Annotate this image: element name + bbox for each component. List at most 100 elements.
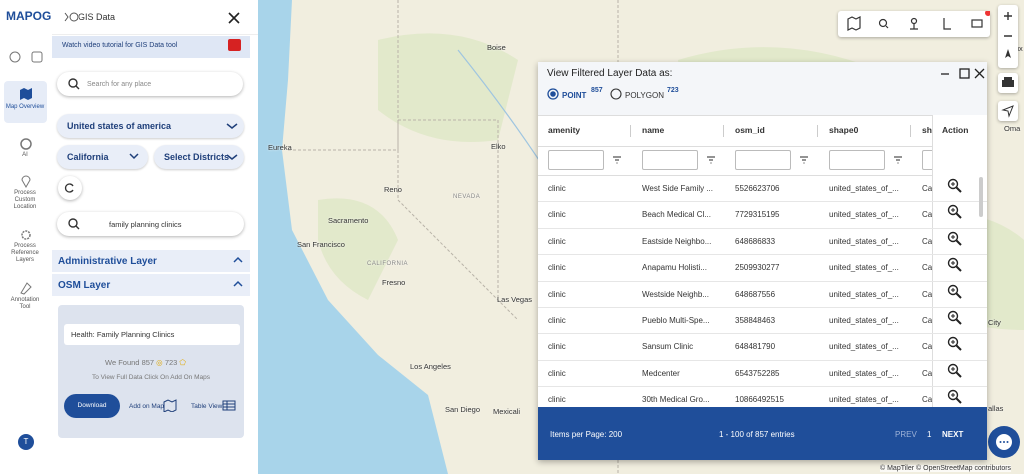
state: California: [67, 152, 109, 162]
filter-icon[interactable]: [799, 155, 809, 165]
map-label: CALIFORNIA: [367, 261, 409, 267]
filter-icon[interactable]: [893, 155, 903, 165]
chat-button[interactable]: [988, 426, 1020, 458]
filter-input[interactable]: [829, 150, 885, 170]
option-count: 857: [591, 87, 603, 94]
chevron: [129, 153, 139, 160]
cell: Ca: [922, 395, 933, 405]
zoom-to-row[interactable]: [947, 284, 963, 300]
option-count: 723: [667, 87, 679, 94]
map-label: City: [988, 318, 1001, 327]
cell: Ca: [922, 316, 933, 325]
cell: Medcenter: [642, 368, 680, 378]
rail-item[interactable]: Annotation Tool: [10, 297, 40, 310]
rail-tools[interactable]: [8, 50, 44, 64]
zoom-to-row[interactable]: [947, 363, 963, 379]
locate-icon: [1001, 105, 1014, 118]
search-placeholder: Search for any place: [87, 80, 152, 88]
cell: clinic: [548, 342, 566, 352]
radio[interactable]: [610, 88, 622, 100]
cell: united_states_of_...: [829, 263, 899, 273]
district: Select Districts: [164, 152, 230, 162]
zoom-controls[interactable]: [998, 5, 1018, 68]
print-button[interactable]: [998, 73, 1018, 93]
youtube-icon[interactable]: [228, 39, 241, 51]
zoom-to-row[interactable]: [947, 231, 963, 247]
polygon-count: 723: [164, 358, 178, 367]
rail-item[interactable]: Map Overview: [5, 104, 45, 110]
panel-title: GIS Data: [78, 12, 116, 22]
cell: clinic: [548, 289, 566, 299]
cell: united_states_of_...: [829, 184, 899, 193]
column-header: Action: [942, 125, 969, 135]
filter-input[interactable]: [548, 150, 604, 170]
reset-button[interactable]: [58, 176, 82, 200]
map-label: allas: [988, 404, 1004, 413]
row-rule: [538, 359, 987, 361]
filter-icon[interactable]: [612, 155, 622, 165]
map-label: Fresno: [382, 278, 406, 287]
cell: united_states_of_...: [829, 316, 899, 325]
next[interactable]: NEXT: [942, 430, 964, 439]
cell: 30th Medical Gro...: [642, 395, 710, 405]
cell: 648481790: [735, 342, 776, 352]
chat-icon: [996, 434, 1012, 450]
cell: Ca: [922, 368, 933, 378]
column-header: shape0: [829, 125, 859, 135]
locate-button[interactable]: [998, 101, 1018, 121]
option-label[interactable]: POLYGON: [625, 91, 664, 100]
table-header: [538, 62, 987, 116]
section-chevrons: [233, 256, 243, 287]
zoom-to-row[interactable]: [947, 204, 963, 220]
cell: united_states_of_...: [829, 395, 899, 405]
section[interactable]: OSM Layer: [52, 274, 250, 296]
rail-item[interactable]: Process Reference Layers: [11, 243, 39, 263]
query-box[interactable]: family planning clinics: [57, 212, 244, 236]
close-button[interactable]: [228, 12, 240, 24]
country: United states of america: [67, 121, 172, 131]
cell: Pueblo Multi-Spe...: [642, 316, 710, 325]
zoom-to-row[interactable]: [947, 310, 963, 326]
reset-icon: [64, 183, 74, 193]
filter-input[interactable]: [735, 150, 791, 170]
filter-icon[interactable]: [706, 155, 716, 165]
found-label: We Found: [105, 358, 140, 367]
rail-icon: [20, 138, 32, 150]
toolbar-icons: [847, 10, 991, 31]
cell: 648687556: [735, 289, 776, 299]
map-label: NEVADA: [453, 194, 481, 200]
tutorial-bar[interactable]: [52, 36, 250, 58]
search-box[interactable]: Search for any place: [57, 72, 243, 96]
cell: united_states_of_...: [829, 236, 899, 246]
filter-input[interactable]: [642, 150, 698, 170]
avatar[interactable]: T: [18, 434, 34, 450]
cell: 648686833: [735, 236, 776, 246]
section[interactable]: Administrative Layer: [52, 250, 250, 272]
download-button[interactable]: Download: [64, 394, 120, 418]
radio-checked[interactable]: [547, 88, 559, 100]
add-on-map[interactable]: Add on Map: [129, 403, 165, 410]
cell: Sansum Clinic: [642, 342, 694, 352]
zoom-to-row[interactable]: [947, 178, 963, 194]
header-rule: [538, 146, 987, 147]
map-toolbar[interactable]: [838, 10, 991, 37]
table-view[interactable]: Table View: [191, 403, 223, 410]
rail-item[interactable]: Process Custom Location: [13, 190, 37, 210]
column-header: name: [642, 125, 665, 135]
map-label: Elko: [491, 142, 506, 151]
window-controls[interactable]: [940, 67, 986, 81]
tutorial-text[interactable]: Watch video tutorial for GIS Data tool: [62, 42, 178, 49]
cell: 10866492515: [735, 395, 784, 405]
option-label[interactable]: POINT: [562, 91, 587, 100]
rail-icon: [21, 230, 31, 240]
cell: united_states_of_...: [829, 342, 899, 352]
zoom-to-row[interactable]: [947, 389, 963, 405]
zoom-to-row[interactable]: [947, 257, 963, 273]
prev[interactable]: PREV: [895, 430, 917, 439]
column-header: sh: [922, 125, 932, 135]
zoom-to-row[interactable]: [947, 336, 963, 352]
country-select[interactable]: United states of america: [57, 114, 244, 138]
items-per-page[interactable]: Items per Page: 200: [550, 430, 623, 439]
rail-item[interactable]: AI: [22, 152, 28, 158]
cell: clinic: [548, 316, 566, 325]
